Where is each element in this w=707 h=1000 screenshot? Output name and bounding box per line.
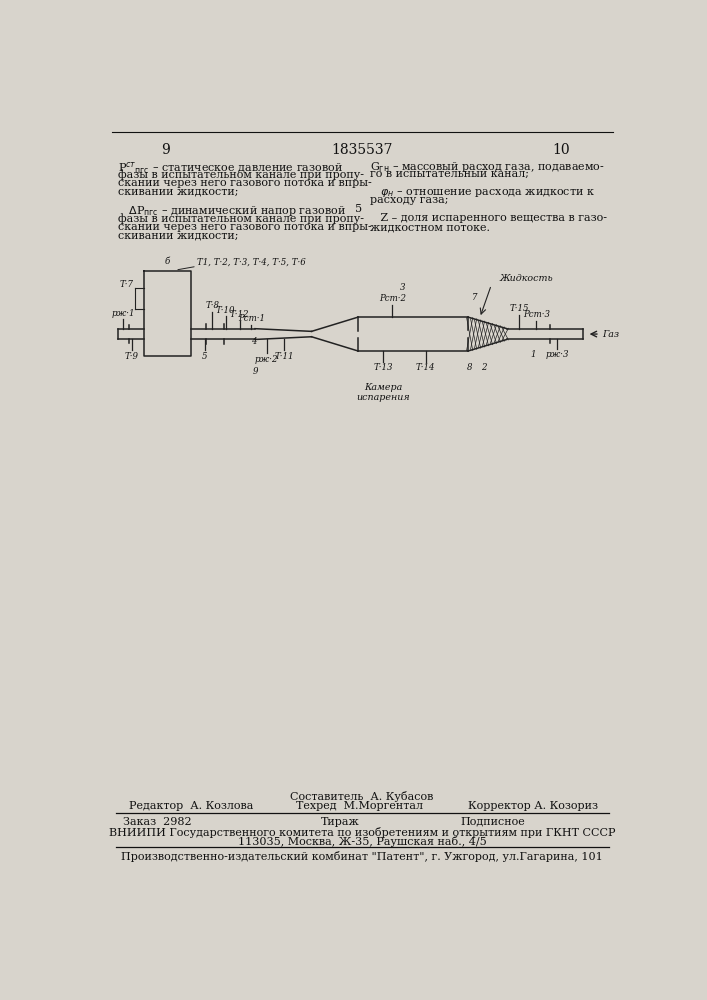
Text: ВНИИПИ Государственного комитета по изобретениям и открытиям при ГКНТ СССР: ВНИИПИ Государственного комитета по изоб… [109, 827, 615, 838]
Text: 8: 8 [467, 363, 472, 372]
Text: $\varphi_н$ – отношение расхода жидкости к: $\varphi_н$ – отношение расхода жидкости… [370, 187, 595, 199]
Text: 5: 5 [354, 204, 362, 214]
Text: 3: 3 [399, 283, 405, 292]
Text: T·8: T·8 [205, 301, 219, 310]
Text: скании через него газового потока и впры-: скании через него газового потока и впры… [118, 222, 372, 232]
Text: Рст·3: Рст·3 [522, 310, 550, 319]
Text: фазы в испытательном канале при пропу-: фазы в испытательном канале при пропу- [118, 213, 364, 224]
Text: Рст·1: Рст·1 [238, 314, 264, 323]
Text: Составитель  А. Кубасов: Составитель А. Кубасов [291, 791, 433, 802]
Text: G$_{\rm гн}$ – массовый расход газа, подаваемо-: G$_{\rm гн}$ – массовый расход газа, под… [370, 160, 604, 174]
Text: б: б [165, 257, 170, 266]
Text: T·15: T·15 [510, 304, 529, 313]
Text: расходу газа;: расходу газа; [370, 195, 448, 205]
Text: го в испытательный канал;: го в испытательный канал; [370, 169, 529, 179]
Text: Тираж: Тираж [321, 817, 360, 827]
Text: рж·2: рж·2 [255, 355, 279, 364]
Text: 9: 9 [252, 367, 258, 376]
Text: $\Delta$P$_{\rm пгс}$ – динамический напор газовой: $\Delta$P$_{\rm пгс}$ – динамический нап… [118, 204, 346, 218]
Text: T·13: T·13 [373, 363, 392, 372]
Text: 2: 2 [481, 363, 486, 372]
Text: Редактор  А. Козлова: Редактор А. Козлова [129, 801, 254, 811]
Text: P$^{ст}$$_{\rm пгс}$ – статическое давление газовой: P$^{ст}$$_{\rm пгс}$ – статическое давле… [118, 160, 343, 176]
Text: жидкостном потоке.: жидкостном потоке. [370, 222, 490, 232]
Text: 1: 1 [530, 350, 536, 359]
Text: Газ: Газ [602, 330, 619, 339]
Text: Z – доля испаренного вещества в газо-: Z – доля испаренного вещества в газо- [370, 213, 607, 223]
Text: Техред  М.Моргентал: Техред М.Моргентал [296, 801, 423, 811]
Text: скивании жидкости;: скивании жидкости; [118, 231, 238, 241]
Text: T·11: T·11 [275, 352, 294, 361]
Text: 10: 10 [552, 143, 570, 157]
Text: рж·3: рж·3 [546, 350, 569, 359]
Text: Заказ  2982: Заказ 2982 [123, 817, 192, 827]
Text: 4: 4 [252, 337, 257, 346]
Text: T·14: T·14 [416, 363, 436, 372]
Text: Рст·2: Рст·2 [379, 294, 406, 303]
Text: испарения: испарения [356, 393, 409, 402]
Text: pж·1: pж·1 [112, 309, 135, 318]
Text: T·10: T·10 [216, 306, 235, 315]
Text: скании через него газового потока и впры-: скании через него газового потока и впры… [118, 178, 372, 188]
Text: 5: 5 [202, 352, 207, 361]
Text: Подписное: Подписное [460, 817, 525, 827]
Text: Корректор А. Козориз: Корректор А. Козориз [468, 801, 598, 811]
Text: Жидкость: Жидкость [499, 274, 553, 283]
Text: Производственно-издательский комбинат "Патент", г. Ужгород, ул.Гагарина, 101: Производственно-издательский комбинат "П… [121, 851, 603, 862]
Text: 7: 7 [472, 293, 477, 302]
Text: Камера: Камера [363, 383, 402, 392]
Text: T1, T·2, T·3, T·4, T·5, T·6: T1, T·2, T·3, T·4, T·5, T·6 [197, 257, 305, 266]
Text: T·9: T·9 [124, 352, 139, 361]
Text: T·7: T·7 [119, 280, 134, 289]
Text: 113035, Москва, Ж-35, Раушская наб., 4/5: 113035, Москва, Ж-35, Раушская наб., 4/5 [238, 836, 486, 847]
Text: скивании жидкости;: скивании жидкости; [118, 187, 238, 197]
Text: 1835537: 1835537 [331, 143, 392, 157]
Text: фазы в испытательном канале при пропу-: фазы в испытательном канале при пропу- [118, 169, 364, 180]
Text: 9: 9 [161, 143, 170, 157]
Text: T·12: T·12 [230, 310, 250, 319]
